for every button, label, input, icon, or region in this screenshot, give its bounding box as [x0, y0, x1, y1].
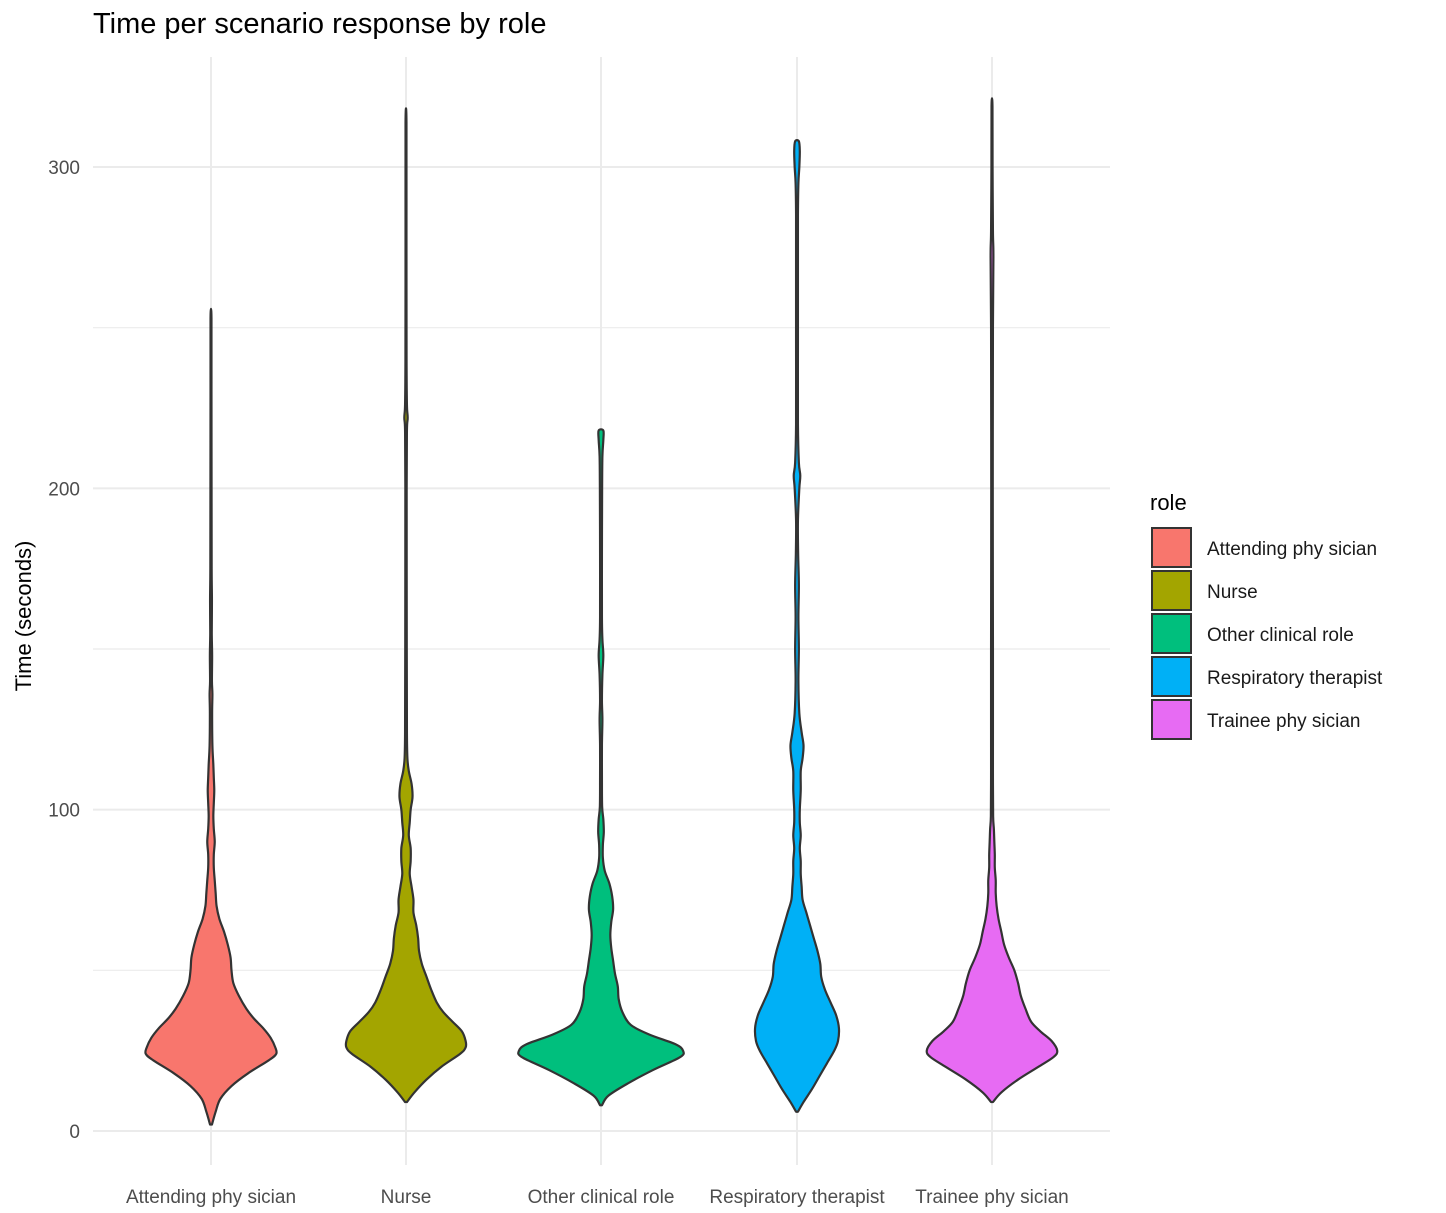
legend-title: role: [1150, 490, 1187, 515]
violin-4: [753, 139, 841, 1113]
legend-label: Nurse: [1207, 582, 1258, 603]
legend-items: Attending phy sician Nurse Other clinical …: [1151, 527, 1383, 740]
x-tick-label: Other clinical role: [528, 1187, 675, 1208]
x-tick-label: Respiratory therapist: [709, 1187, 885, 1208]
violins: [144, 97, 1059, 1126]
legend-label: Other clinical role: [1207, 625, 1354, 646]
x-axis-ticks: Attending phy sician Nurse Other clinical …: [126, 1187, 1069, 1208]
x-tick-label: Nurse: [381, 1187, 432, 1208]
x-tick-label: Attending phy sician: [126, 1187, 296, 1208]
legend-key: [1151, 699, 1192, 740]
legend-key: [1151, 570, 1192, 611]
y-axis-title: Time (seconds): [11, 541, 36, 692]
y-tick-label: 100: [48, 801, 80, 822]
y-tick-label: 0: [69, 1122, 80, 1143]
legend-label: Trainee phy sician: [1207, 711, 1360, 732]
x-tick-label: Trainee phy sician: [915, 1187, 1068, 1208]
legend-key: [1151, 613, 1192, 654]
y-tick-label: 300: [48, 158, 80, 179]
y-axis-ticks: 0 100 200 300: [48, 158, 80, 1143]
legend: role Attending phy sician Nurse Other clin…: [1150, 490, 1383, 740]
violin-5: [925, 97, 1059, 1104]
violin-2: [344, 107, 468, 1104]
violin-1: [144, 307, 278, 1126]
legend-label: Respiratory therapist: [1207, 668, 1383, 689]
legend-key: [1151, 527, 1192, 568]
violin-3: [517, 428, 685, 1107]
chart-title: Time per scenario response by role: [93, 8, 546, 40]
y-tick-label: 200: [48, 479, 80, 500]
legend-label: Attending phy sician: [1207, 539, 1377, 560]
legend-key: [1151, 656, 1192, 697]
